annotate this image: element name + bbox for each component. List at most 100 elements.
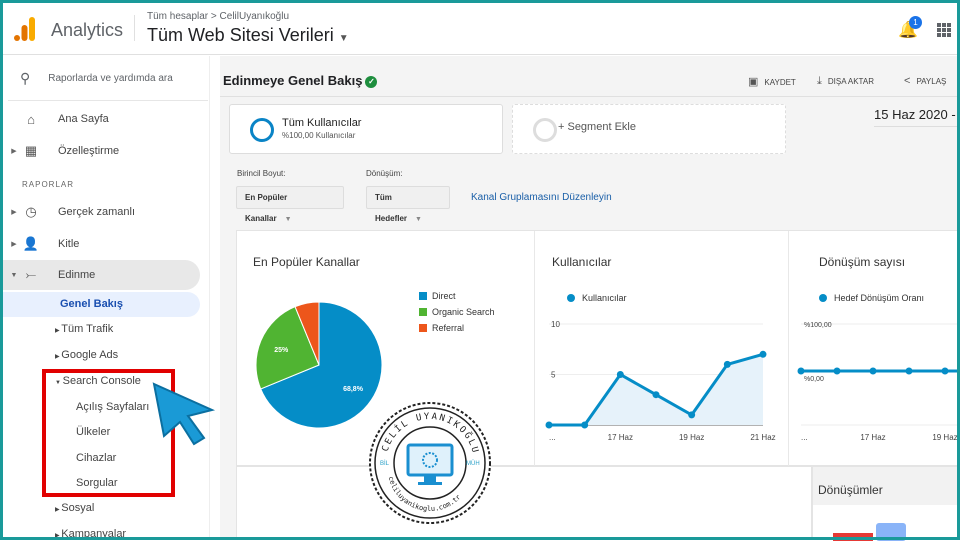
legend-label: Organic Search bbox=[432, 307, 495, 317]
share-button[interactable]: < PAYLAŞ bbox=[904, 75, 946, 87]
sidebar-item-realtime[interactable]: ▶ ◷ Gerçek zamanlı bbox=[0, 197, 200, 227]
users-chart-title: Kullanıcılar bbox=[552, 255, 612, 269]
home-icon: ⌂ bbox=[27, 111, 35, 127]
data-point bbox=[797, 367, 805, 375]
primary-dimension-dropdown[interactable]: En Popüler Kanallar ▼ bbox=[236, 186, 344, 223]
reports-heading: RAPORLAR bbox=[22, 180, 75, 189]
primary-dimension-label: Birincil Boyut: bbox=[237, 169, 286, 178]
x-tick-label: 19 Haz bbox=[932, 433, 957, 442]
analytics-logo-icon bbox=[14, 17, 35, 41]
sidebar-item-queries[interactable]: Sorgular bbox=[76, 477, 118, 489]
legend-organic: Organic Search bbox=[419, 307, 495, 317]
sidebar-item-label: Gerçek zamanlı bbox=[58, 206, 136, 218]
sidebar-item-label: Sosyal bbox=[61, 502, 95, 514]
header-divider bbox=[134, 15, 135, 41]
sidebar-item-landing-pages[interactable]: Açılış Sayfaları bbox=[76, 401, 150, 413]
data-point bbox=[545, 421, 553, 429]
legend-swatch bbox=[419, 308, 427, 316]
conversions-legend: Hedef Dönüşüm Oranı bbox=[819, 293, 924, 303]
conversion-dropdown[interactable]: Tüm Hedefler ▼ bbox=[366, 186, 450, 223]
pie-slice-label: 25% bbox=[274, 347, 289, 354]
sidebar-item-campaigns[interactable]: ▶ Kampanyalar bbox=[55, 528, 126, 540]
sidebar-item-label: Google Ads bbox=[61, 349, 119, 361]
pie-slice bbox=[260, 301, 383, 429]
x-tick-label: ... bbox=[549, 433, 556, 442]
x-tick-label: 17 Haz bbox=[860, 433, 885, 442]
segment-ring-icon bbox=[250, 118, 274, 142]
highlight-box bbox=[42, 369, 175, 497]
sidebar-item-overview[interactable]: Genel Bakış bbox=[0, 292, 200, 317]
share-icon: < bbox=[904, 75, 911, 87]
chevron-down-icon: ▼ bbox=[415, 216, 422, 223]
sidebar-item-devices[interactable]: Cihazlar bbox=[76, 452, 117, 464]
sidebar-item-customization[interactable]: ▶ ▦ Özelleştirme bbox=[0, 136, 200, 166]
sidebar-item-home[interactable]: ⌂ Ana Sayfa bbox=[0, 104, 200, 134]
legend-referral: Referral bbox=[419, 323, 464, 333]
divider bbox=[534, 231, 535, 467]
dropdown-value: Tüm Hedefler bbox=[375, 193, 408, 223]
sidebar-search[interactable]: ⚲ Raporlarda ve yardımda ara bbox=[20, 70, 173, 87]
search-input[interactable]: Raporlarda ve yardımda ara bbox=[48, 73, 173, 85]
download-icon: ⤓ bbox=[817, 75, 822, 87]
channels-table-area bbox=[236, 466, 812, 540]
data-point bbox=[616, 371, 624, 378]
edit-channel-grouping-link[interactable]: Kanal Gruplamasını Düzenleyin bbox=[471, 192, 612, 203]
add-segment-button[interactable]: + Segment Ekle bbox=[512, 104, 786, 154]
sidebar-item-search-console[interactable]: ▼ Search Console bbox=[55, 375, 141, 387]
segment-all-users[interactable]: Tüm Kullanıcılar %100,00 Kullanıcılar bbox=[229, 104, 503, 154]
conversions-chart-title: Dönüşüm sayısı bbox=[819, 255, 906, 269]
x-tick-label: 21 Haz bbox=[750, 433, 775, 442]
chart-bar bbox=[876, 523, 906, 541]
chevron-down-icon: ▼ bbox=[338, 33, 349, 44]
legend-dot bbox=[567, 294, 575, 302]
add-segment-label: + Segment Ekle bbox=[558, 121, 636, 133]
property-selector[interactable]: Tüm Web Sitesi Verileri ▼ bbox=[147, 25, 349, 46]
data-point bbox=[581, 421, 589, 429]
save-button[interactable]: ▣ KAYDET bbox=[748, 75, 796, 88]
y-tick-label: 10 bbox=[551, 320, 560, 329]
legend-label: Referral bbox=[432, 323, 465, 333]
sidebar-item-acquisition[interactable]: ▼ ⤚ Edinme bbox=[0, 260, 200, 290]
sidebar-item-label: Ana Sayfa bbox=[58, 113, 109, 125]
sidebar-item-google-ads[interactable]: ▶ Google Ads bbox=[55, 349, 118, 361]
legend-label: Kullanıcılar bbox=[582, 293, 627, 303]
data-point bbox=[688, 411, 696, 419]
apps-grid-icon[interactable] bbox=[937, 23, 951, 37]
x-tick-label: ... bbox=[801, 433, 808, 442]
mouse-cursor-icon bbox=[152, 382, 216, 446]
charts-canvas: 68,8% 25% 10 5... 17 Haz 19 Haz 21 Haz %100,00%… bbox=[255, 301, 960, 442]
sidebar-item-countries[interactable]: Ülkeler bbox=[76, 426, 111, 438]
property-name: Tüm Web Sitesi Verileri bbox=[147, 25, 334, 45]
sidebar: ⚲ Raporlarda ve yardımda ara ⌂ Ana Sayfa ▶… bbox=[0, 56, 210, 540]
acquisition-icon: ⤚ bbox=[25, 267, 37, 282]
sidebar-item-all-traffic[interactable]: ▶ Tüm Trafik bbox=[55, 323, 113, 335]
export-label: DIŞA AKTAR bbox=[827, 77, 874, 86]
date-range-picker[interactable]: 15 Haz 2020 - 2 bbox=[874, 107, 960, 127]
data-point bbox=[723, 360, 731, 368]
collapse-arrow-icon: ▼ bbox=[55, 380, 63, 386]
watermark-right-text: MÜH bbox=[466, 460, 480, 467]
page-title-text: Edinmeye Genel Bakış bbox=[223, 73, 363, 88]
dashboard-icon: ▦ bbox=[24, 143, 38, 158]
pie-slice-label: 68,8% bbox=[343, 386, 364, 393]
sidebar-item-label: Kampanyalar bbox=[61, 528, 127, 540]
segment-ring-icon bbox=[533, 118, 557, 142]
legend-swatch bbox=[419, 324, 427, 332]
export-button[interactable]: ⤓ DIŞA AKTAR bbox=[817, 75, 874, 88]
conversion-label: Dönüşüm: bbox=[366, 169, 403, 178]
expand-arrow-icon: ▶ bbox=[55, 354, 62, 360]
watermark-stamp: CELİL UYANIKOĞLU celiluyanikoglu.com.tr … bbox=[369, 402, 491, 524]
legend-label: Hedef Dönüşüm Oranı bbox=[834, 293, 925, 303]
data-point bbox=[833, 367, 841, 375]
sidebar-item-audience[interactable]: ▶ 👤 Kitle bbox=[0, 229, 200, 259]
sidebar-item-label: Edinme bbox=[58, 269, 96, 281]
users-legend: Kullanıcılar bbox=[567, 293, 627, 303]
expand-arrow-icon: ▶ bbox=[11, 209, 17, 216]
app-name: Analytics bbox=[51, 20, 124, 40]
data-point bbox=[652, 391, 660, 399]
sidebar-item-social[interactable]: ▶ Sosyal bbox=[55, 502, 94, 514]
page-title: Edinmeye Genel Bakış ✓ bbox=[223, 73, 378, 88]
breadcrumb[interactable]: Tüm hesaplar > CelilUyanıkoğlu bbox=[147, 11, 290, 22]
verified-check-icon: ✓ bbox=[365, 76, 378, 88]
area-fill bbox=[549, 354, 763, 425]
